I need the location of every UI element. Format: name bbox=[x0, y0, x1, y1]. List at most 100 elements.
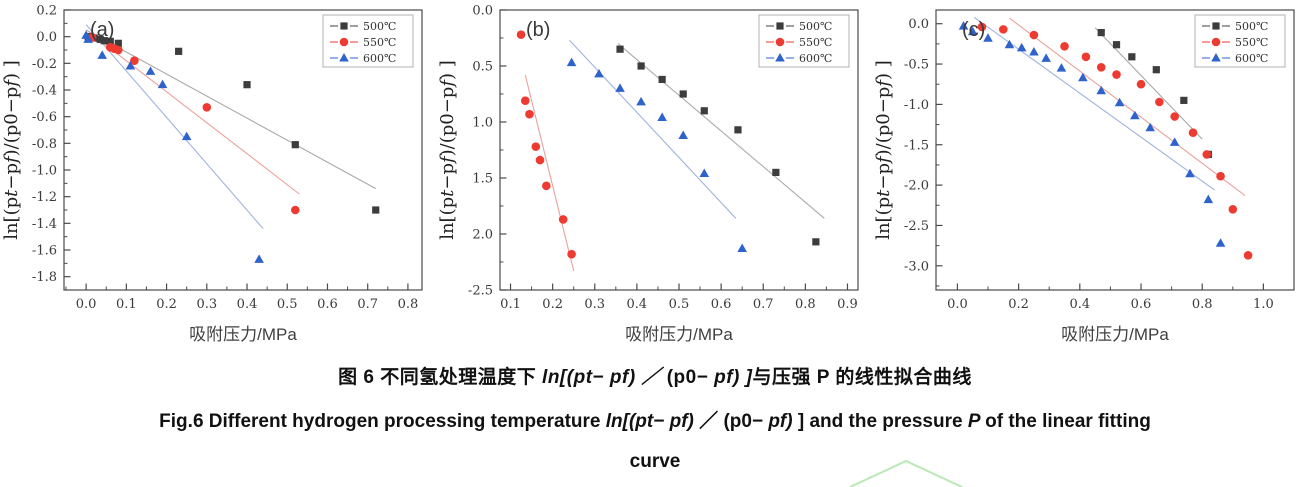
caption-segment: of the linear fitting bbox=[985, 411, 1151, 432]
caption-segment: pf) bbox=[768, 411, 793, 432]
data-point-triangle bbox=[1114, 97, 1125, 107]
data-point-square bbox=[96, 35, 104, 43]
y-tick-label: -1.0 bbox=[904, 98, 929, 113]
y-tick-label: -2.0 bbox=[904, 179, 929, 194]
panel-label: (b) bbox=[526, 19, 550, 41]
chart-c-svg: 0.0 0.2 0.4 0.6 0.8 1.0 0.0 -0.5 -1.0 -1.5 -2.0 -2.… bbox=[873, 9, 1295, 344]
data-point-triangle bbox=[566, 57, 577, 67]
legend-label: 600℃ bbox=[799, 52, 832, 65]
data-point-circle bbox=[1029, 30, 1039, 40]
data-point-triangle bbox=[615, 83, 625, 92]
x-tick-label: 0.4 bbox=[237, 297, 258, 312]
data-point-square bbox=[700, 107, 708, 115]
y-tick-label: 1.5 bbox=[472, 172, 493, 187]
caption-segment: ln[(pt− pf) bbox=[542, 367, 642, 388]
data-point-circle bbox=[1170, 112, 1179, 121]
charts-row: 0.0 0.1 0.2 0.3 0.4 0.5 0.6 0.7 0.8 0.2 0.0 -0.2 -0.… bbox=[1, 0, 1308, 350]
figure-caption: 图 6 不同氢处理温度下 ln[(pt− pf) ／ (p0− pf) ]与压强… bbox=[0, 362, 1310, 473]
data-point-triangle bbox=[1016, 42, 1027, 52]
data-point-triangle bbox=[958, 21, 969, 30]
caption-segment: (p0− bbox=[723, 411, 769, 432]
data-point-triangle bbox=[181, 131, 192, 141]
data-point-circle bbox=[1202, 150, 1212, 159]
legend-marker bbox=[339, 53, 349, 62]
fit-line bbox=[569, 39, 737, 219]
series-600℃ bbox=[566, 57, 747, 253]
data-point-triangle bbox=[1078, 72, 1088, 82]
fit-line bbox=[87, 30, 300, 195]
data-point-square bbox=[679, 90, 687, 98]
caption-segment: (p0− bbox=[666, 367, 715, 388]
x-tick-label: 0.3 bbox=[196, 297, 217, 312]
data-point-square bbox=[372, 206, 380, 214]
data-point-square bbox=[1128, 53, 1136, 61]
panel-label: (a) bbox=[90, 19, 114, 41]
data-point-triangle bbox=[657, 112, 667, 122]
data-point-triangle bbox=[97, 50, 108, 59]
fit-line bbox=[85, 24, 264, 230]
y-axis-label: ln[(pt−pf)/(p0−pf) ] bbox=[873, 60, 894, 240]
caption-segment: Fig.6 Different hydrogen processing temp… bbox=[159, 411, 606, 432]
x-tick-label: 0.6 bbox=[711, 297, 732, 312]
legend-marker bbox=[775, 53, 785, 62]
x-tick-label: 0.3 bbox=[584, 297, 605, 312]
series-600℃ bbox=[958, 21, 1226, 247]
x-tick-label: 0.5 bbox=[277, 297, 298, 312]
y-tick-label: -1.5 bbox=[904, 138, 929, 153]
data-point-triangle bbox=[125, 61, 136, 70]
data-point-square bbox=[243, 81, 251, 89]
data-point-triangle bbox=[1056, 63, 1067, 72]
legend-label: 500℃ bbox=[799, 20, 832, 33]
legend-label: 550℃ bbox=[799, 36, 832, 49]
x-tick-label: 0.2 bbox=[1008, 297, 1029, 312]
data-point-square bbox=[616, 45, 624, 53]
data-point-triangle bbox=[699, 168, 710, 178]
legend-label: 550℃ bbox=[1235, 36, 1268, 49]
x-tick-label: 0.4 bbox=[627, 297, 648, 312]
x-tick-label: 0.6 bbox=[317, 297, 338, 312]
y-tick-label: 0.0 bbox=[908, 17, 929, 32]
caption-segment: pf) ] bbox=[714, 367, 753, 388]
y-tick-label: -1.2 bbox=[32, 190, 57, 205]
x-axis-label: 吸附压力/MPa bbox=[625, 325, 733, 344]
y-tick-label: -0.4 bbox=[32, 84, 57, 99]
series-550℃ bbox=[516, 30, 576, 259]
data-point-circle bbox=[1136, 79, 1146, 89]
data-point-square bbox=[114, 39, 122, 47]
data-point-circle bbox=[1243, 251, 1253, 260]
data-point-triangle bbox=[83, 34, 93, 43]
data-point-square bbox=[1112, 41, 1121, 49]
legend-label: 500℃ bbox=[363, 20, 396, 33]
x-tick-label: 0.5 bbox=[669, 297, 690, 312]
fit-line bbox=[1009, 17, 1246, 197]
x-tick-label: 0.1 bbox=[500, 297, 521, 312]
legend-marker bbox=[339, 37, 349, 47]
y-tick-label: -0.5 bbox=[904, 58, 929, 73]
chart-panel-c: 0.0 0.2 0.4 0.6 0.8 1.0 0.0 -0.5 -1.0 -1.5 -2.0 -2.… bbox=[872, 0, 1308, 350]
legend-marker bbox=[340, 22, 348, 30]
x-tick-label: 0.2 bbox=[542, 297, 563, 312]
x-tick-label: 0.7 bbox=[357, 297, 378, 312]
y-axis-label: ln[(pt−pf)/(p0−pf) ] bbox=[1, 60, 22, 240]
x-tick-label: 1.0 bbox=[1253, 297, 1274, 312]
y-tick-label: 0.5 bbox=[472, 60, 493, 75]
caption-line-cn: 图 6 不同氢处理温度下 ln[(pt− pf) ／ (p0− pf) ]与压强… bbox=[0, 362, 1310, 389]
y-tick-label: 0.2 bbox=[36, 4, 57, 19]
legend: 500℃ 550℃ 600℃ bbox=[758, 14, 850, 68]
data-point-circle bbox=[1081, 52, 1091, 62]
data-point-square bbox=[812, 238, 820, 246]
data-point-circle bbox=[567, 249, 576, 259]
legend: 500℃ 550℃ 600℃ bbox=[322, 14, 414, 68]
data-point-triangle bbox=[1096, 85, 1107, 95]
y-tick-label: -2.5 bbox=[904, 219, 929, 234]
data-point-triangle bbox=[1130, 110, 1140, 120]
data-point-triangle bbox=[737, 243, 747, 253]
caption-segment: ln[(pt− pf) bbox=[605, 411, 694, 432]
caption-segment: ] and the pressure bbox=[792, 411, 968, 432]
y-tick-label: -0.8 bbox=[32, 137, 57, 152]
y-tick-label: -2.5 bbox=[468, 284, 493, 299]
x-tick-label: 0.0 bbox=[76, 297, 97, 312]
data-point-triangle bbox=[1041, 53, 1051, 62]
data-point-triangle bbox=[1215, 238, 1226, 247]
